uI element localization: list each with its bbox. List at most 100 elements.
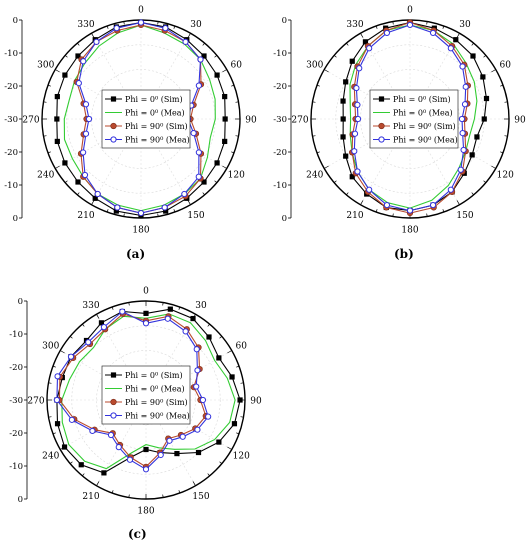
rim-tick <box>43 101 47 103</box>
rim-tick <box>91 33 95 38</box>
data-point <box>429 201 437 209</box>
data-point <box>222 116 228 122</box>
data-point <box>216 355 222 361</box>
rim-tick <box>456 200 460 205</box>
rim-tick <box>52 365 56 368</box>
data-point <box>461 101 469 108</box>
data-point <box>54 421 61 427</box>
data-point <box>459 129 466 137</box>
angle-label-60: 60 <box>236 342 248 352</box>
rim-tick <box>392 21 394 25</box>
data-point <box>474 134 480 140</box>
data-point <box>349 58 355 64</box>
polar-panel-2: 0 30 60 90 120 150 180 210 240 270 300 330 0 -10 -20 -3… <box>273 6 526 262</box>
rim-tick <box>187 200 191 205</box>
angle-label-30: 30 <box>190 20 202 30</box>
data-point <box>222 93 228 100</box>
data-point <box>179 433 186 440</box>
data-point <box>85 115 93 123</box>
angle-label-180: 180 <box>132 226 149 236</box>
data-point <box>114 204 121 211</box>
data-point <box>362 39 369 45</box>
data-point <box>190 315 196 322</box>
data-point <box>201 179 207 185</box>
data-point <box>366 45 373 52</box>
data-point <box>137 209 145 217</box>
angle-label-270: 270 <box>291 116 308 126</box>
rim-tick <box>91 200 95 205</box>
panel-label: (b) <box>394 247 414 261</box>
data-point <box>383 201 391 209</box>
rim-tick <box>111 490 114 494</box>
rim-tick <box>106 25 109 29</box>
rim-tick <box>219 336 223 339</box>
rim-tick <box>173 25 176 29</box>
rim-tick <box>47 84 51 87</box>
legend-label: Phi = 0⁰ (Mea) <box>125 385 185 394</box>
angle-label-330: 330 <box>346 20 363 30</box>
data-point <box>481 116 487 122</box>
data-point <box>113 25 120 32</box>
angle-label-0: 0 <box>143 287 149 297</box>
rim-tick <box>207 323 210 327</box>
rim-tick <box>236 432 240 435</box>
data-point <box>174 450 180 457</box>
rim-tick <box>235 135 239 137</box>
rim-tick <box>504 101 508 103</box>
angle-label-210: 210 <box>82 492 99 502</box>
radial-tick-label: 0 <box>13 16 18 26</box>
angle-label-240: 240 <box>37 171 54 181</box>
angle-label-60: 60 <box>231 61 243 71</box>
data-point <box>354 115 362 123</box>
legend-label: Phi = 90⁰ (Sim) <box>125 398 188 407</box>
rim-tick <box>333 55 337 58</box>
rim-tick <box>69 461 73 464</box>
angle-label-240: 240 <box>42 452 59 462</box>
rim-tick <box>214 55 218 58</box>
data-point <box>351 130 359 137</box>
data-point <box>75 80 82 87</box>
angle-label-210: 210 <box>77 211 94 221</box>
data-point <box>340 134 346 140</box>
legend-label: Phi = 90⁰ (Mea) <box>125 136 190 145</box>
data-point <box>78 462 84 468</box>
legend-marker <box>378 122 385 130</box>
radial-tick-label: 0 <box>13 214 18 224</box>
data-point <box>164 315 171 322</box>
rim-tick <box>202 192 205 196</box>
rim-tick <box>128 302 130 306</box>
legend-box <box>101 89 191 149</box>
angle-label-270: 270 <box>27 397 44 407</box>
data-point <box>195 149 202 156</box>
data-point <box>366 186 373 193</box>
data-point <box>406 207 414 214</box>
data-point <box>194 426 201 433</box>
rim-tick <box>316 84 320 87</box>
angle-label-300: 300 <box>42 342 59 352</box>
rim-tick <box>346 42 349 46</box>
data-point <box>107 431 115 439</box>
data-point <box>54 116 60 122</box>
data-point <box>89 427 96 435</box>
data-point <box>143 310 149 316</box>
data-point <box>54 93 60 100</box>
legend-label: Phi = 0⁰ (Sim) <box>125 371 183 380</box>
data-point <box>54 138 60 145</box>
data-point <box>162 25 169 32</box>
angle-label-120: 120 <box>228 171 245 181</box>
panel-label: (c) <box>128 527 147 541</box>
data-point <box>447 45 454 52</box>
radial-tick-label: 0 <box>18 495 23 505</box>
radial-tick-label: 0 <box>282 16 287 26</box>
rim-tick <box>426 21 428 25</box>
angle-label-90: 90 <box>250 397 262 407</box>
data-point <box>356 65 363 72</box>
rim-tick <box>96 314 100 319</box>
data-point <box>447 186 454 193</box>
data-point <box>81 171 89 179</box>
series-4 <box>351 21 469 214</box>
series-4 <box>53 308 212 473</box>
rim-tick <box>240 416 244 418</box>
data-point <box>193 346 200 353</box>
radial-tick-label: -20 <box>273 148 287 158</box>
